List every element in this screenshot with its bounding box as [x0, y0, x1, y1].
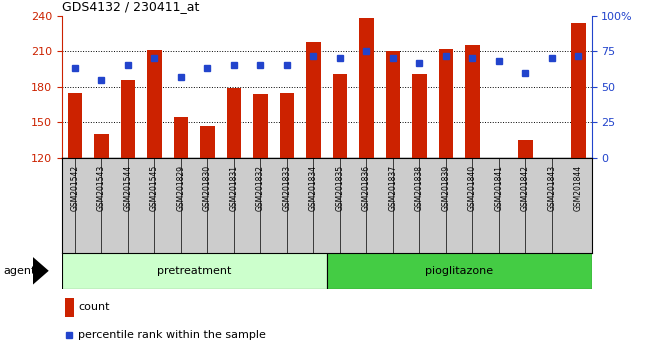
Text: GSM201831: GSM201831: [229, 165, 239, 211]
Text: GSM201840: GSM201840: [468, 165, 477, 211]
Text: GSM201838: GSM201838: [415, 165, 424, 211]
Bar: [571, 23, 586, 158]
Bar: [174, 118, 188, 158]
Bar: [518, 140, 532, 158]
Bar: [147, 50, 162, 158]
Text: GSM201830: GSM201830: [203, 165, 212, 211]
Bar: [412, 74, 426, 158]
Text: GSM201837: GSM201837: [388, 165, 397, 211]
Text: GSM201841: GSM201841: [494, 165, 503, 211]
Polygon shape: [32, 257, 49, 285]
Bar: [65, 297, 73, 317]
Text: pioglitazone: pioglitazone: [425, 266, 493, 276]
Bar: [465, 45, 480, 158]
Text: GSM201843: GSM201843: [547, 165, 556, 211]
Text: percentile rank within the sample: percentile rank within the sample: [78, 330, 266, 340]
Text: GSM201842: GSM201842: [521, 165, 530, 211]
Bar: [227, 88, 241, 158]
Text: GSM201544: GSM201544: [124, 165, 133, 211]
Text: GSM201832: GSM201832: [256, 165, 265, 211]
Bar: [280, 93, 294, 158]
Text: pretreatment: pretreatment: [157, 266, 231, 276]
Bar: [333, 74, 347, 158]
Bar: [200, 126, 214, 158]
Text: GSM201829: GSM201829: [176, 165, 185, 211]
Text: GSM201839: GSM201839: [441, 165, 450, 211]
Bar: [385, 51, 400, 158]
Bar: [68, 93, 83, 158]
Bar: [62, 253, 326, 289]
Bar: [121, 80, 135, 158]
Bar: [359, 18, 374, 158]
Text: GSM201834: GSM201834: [309, 165, 318, 211]
Text: GSM201833: GSM201833: [282, 165, 291, 211]
Text: agent: agent: [3, 266, 36, 276]
Text: GSM201545: GSM201545: [150, 165, 159, 211]
Bar: [94, 134, 109, 158]
Bar: [439, 49, 453, 158]
Text: GSM201542: GSM201542: [70, 165, 79, 211]
Text: GDS4132 / 230411_at: GDS4132 / 230411_at: [62, 0, 199, 13]
Text: GSM201835: GSM201835: [335, 165, 345, 211]
Text: GSM201543: GSM201543: [97, 165, 106, 211]
Text: GSM201836: GSM201836: [362, 165, 371, 211]
Bar: [306, 42, 320, 158]
Text: count: count: [78, 302, 110, 313]
Bar: [253, 94, 268, 158]
Text: GSM201844: GSM201844: [574, 165, 583, 211]
Bar: [326, 253, 592, 289]
